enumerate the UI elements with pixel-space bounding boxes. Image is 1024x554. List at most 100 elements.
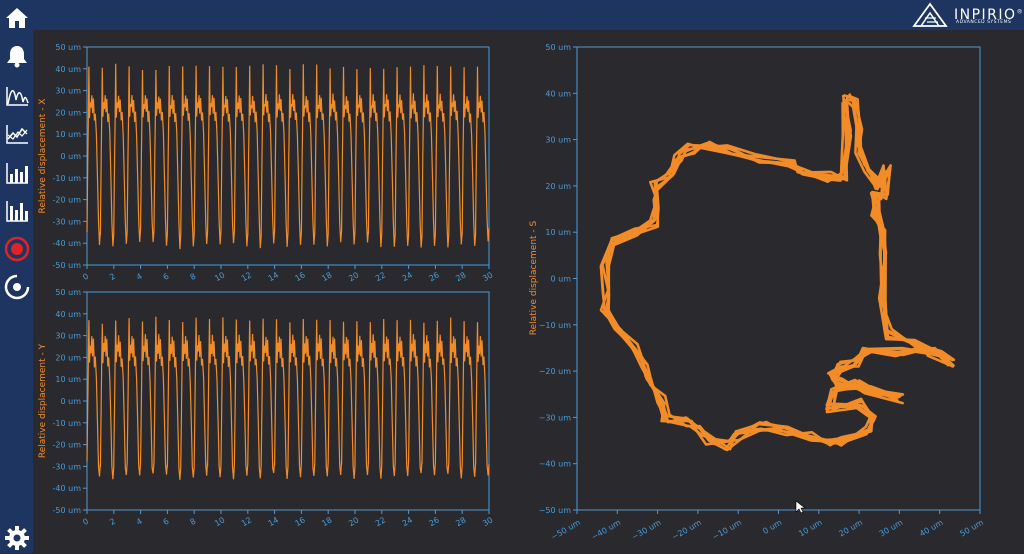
- orbit-target-icon: [4, 236, 29, 262]
- x-tick-label: 24: [401, 270, 414, 283]
- y-tick-label: -40 um: [53, 484, 82, 493]
- y-tick-label: 30 um: [55, 87, 81, 96]
- x-tick-label: 0: [81, 272, 90, 282]
- bar-chart-icon: [5, 163, 28, 184]
- plot-x-series: [86, 63, 490, 250]
- y-tick-label: -30 um: [53, 217, 82, 226]
- x-tick-label: 20: [347, 270, 360, 283]
- x-tick-label: 8: [188, 517, 197, 527]
- plot-y-series: [86, 316, 490, 480]
- y-tick-label: -10 um: [53, 419, 82, 428]
- x-tick-label: 14: [267, 270, 280, 283]
- sidebar-item-alerts[interactable]: [0, 40, 33, 72]
- x-tick-label: −40 um: [590, 518, 623, 542]
- histogram-icon: [5, 201, 28, 222]
- x-tick-label: 2: [108, 272, 117, 282]
- x-tick-label: 50 um: [958, 518, 985, 539]
- x-tick-label: 16: [293, 515, 306, 528]
- x-tick-label: −10 um: [711, 518, 744, 542]
- x-tick-label: 8: [188, 272, 197, 282]
- y-tick-label: 30 um: [55, 332, 81, 341]
- y-tick-label: 0 um: [61, 152, 82, 161]
- spectrum-chart-icon: [5, 87, 29, 106]
- gear-icon: [4, 526, 29, 550]
- y-tick-label: 10 um: [545, 228, 571, 237]
- x-tick-label: 28: [454, 270, 467, 283]
- y-tick-label: 0 um: [551, 275, 572, 284]
- x-tick-label: 4: [135, 517, 144, 527]
- x-tick-label: 12: [240, 515, 253, 528]
- sidebar-item-trend[interactable]: [0, 118, 33, 150]
- trend-chart-icon: [5, 125, 28, 144]
- x-tick-label: 30: [481, 515, 494, 528]
- y-tick-label: 20 um: [55, 353, 81, 362]
- orbit-trace: [607, 93, 952, 446]
- sidebar-item-bar-chart[interactable]: [0, 157, 33, 189]
- inpirio-logo-icon: [912, 2, 948, 27]
- orbit-icon: [4, 274, 29, 300]
- y-tick-label: -40 um: [53, 239, 82, 248]
- x-tick-label: 20 um: [837, 518, 864, 539]
- x-tick-label: 28: [454, 515, 467, 528]
- plot-x: 50 um 40 um 30 um 20 um 10 um 0 um -10 um -20 u…: [38, 43, 494, 283]
- sidebar-item-spectrum[interactable]: [0, 80, 33, 112]
- sidebar-item-orbit[interactable]: [0, 271, 33, 303]
- y-tick-label: 10 um: [55, 375, 81, 384]
- y-tick-label: 20 um: [55, 108, 81, 117]
- y-tick-label: −30 um: [539, 413, 571, 422]
- orbit-trace: [599, 100, 955, 451]
- x-tick-label: 18: [320, 270, 333, 283]
- y-tick-label: −40 um: [539, 460, 571, 469]
- mouse-cursor: [795, 500, 806, 514]
- plot-x-ylabel: Relative displacement - X: [38, 99, 48, 214]
- x-tick-label: 22: [374, 515, 387, 528]
- y-tick-label: 0 um: [61, 397, 82, 406]
- x-tick-label: 26: [427, 270, 440, 283]
- plot-orbit: 50 um 40 um 30 um 20 um 10 um 0 um −10 um −20 u…: [529, 43, 985, 542]
- sidebar-item-histogram[interactable]: [0, 195, 33, 227]
- home-icon: [5, 8, 28, 28]
- x-tick-label: 14: [267, 515, 280, 528]
- x-tick-label: 4: [135, 272, 144, 282]
- x-tick-label: −20 um: [670, 518, 703, 542]
- y-tick-label: 50 um: [55, 288, 81, 297]
- sidebar-item-settings[interactable]: [0, 522, 33, 554]
- x-tick-label: 0 um: [761, 518, 783, 536]
- x-tick-label: 30 um: [878, 518, 905, 539]
- brand-name: INPIRIO®: [954, 7, 1024, 23]
- y-tick-label: 30 um: [545, 136, 571, 145]
- plot-y-ylabel: Relative displacement - Y: [38, 343, 48, 458]
- x-tick-label: 6: [162, 272, 171, 282]
- bell-icon: [6, 46, 27, 68]
- x-tick-label: 22: [374, 270, 387, 283]
- y-tick-label: -10 um: [53, 174, 82, 183]
- sidebar-item-orbit-active[interactable]: [0, 233, 33, 265]
- plot-y-frame: [86, 291, 490, 511]
- x-tick-label: 30: [481, 270, 494, 283]
- x-tick-label: 10 um: [797, 518, 824, 539]
- y-tick-label: −10 um: [539, 321, 571, 330]
- x-tick-label: 10: [213, 270, 226, 283]
- plot-orbit-frame: [576, 46, 981, 511]
- y-tick-label: 10 um: [55, 130, 81, 139]
- plot-orbit-ylabel: Relative displacement - S: [529, 220, 539, 335]
- y-tick-label: -50 um: [53, 261, 82, 270]
- x-tick-label: 26: [427, 515, 440, 528]
- y-tick-label: -30 um: [53, 462, 82, 471]
- orbit-trace: [599, 98, 956, 452]
- sidebar-item-home[interactable]: [0, 2, 33, 34]
- x-tick-label: 6: [162, 517, 171, 527]
- inpirio-logo: INPIRIO® ADVANCED SYSTEMS: [912, 0, 1024, 30]
- x-tick-label: 18: [320, 515, 333, 528]
- x-tick-label: 10: [213, 515, 226, 528]
- x-tick-label: 24: [401, 515, 414, 528]
- y-tick-label: 40 um: [55, 310, 81, 319]
- top-bar: [0, 0, 1024, 30]
- brand-subtitle: ADVANCED SYSTEMS: [956, 20, 1012, 25]
- x-tick-label: 0: [81, 517, 90, 527]
- y-tick-label: −20 um: [539, 367, 571, 376]
- y-tick-label: -20 um: [53, 196, 82, 205]
- y-tick-label: 40 um: [545, 89, 571, 98]
- x-tick-label: −50 um: [550, 518, 583, 542]
- y-tick-label: 50 um: [55, 43, 81, 52]
